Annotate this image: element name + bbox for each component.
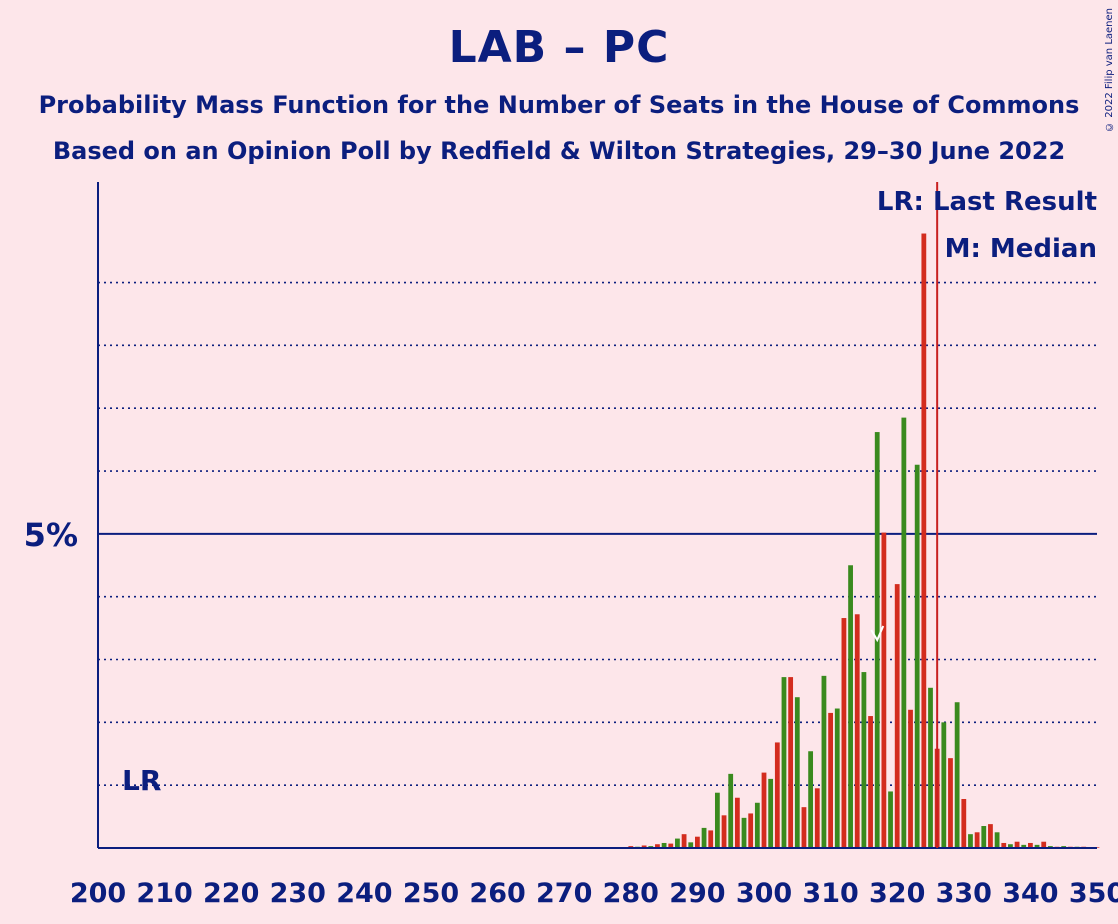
bar-299 <box>754 802 760 848</box>
bar-339 <box>1021 844 1027 848</box>
bar-325 <box>928 687 933 848</box>
bar-300 <box>761 772 767 848</box>
bar-312 <box>841 618 847 848</box>
bar-314 <box>854 614 860 848</box>
bar-303 <box>781 677 787 848</box>
x-tick-label-320: 320 <box>869 878 925 909</box>
legend-last-result: LR: Last Result <box>877 187 1097 217</box>
chart-title: LAB – PC <box>448 22 670 73</box>
bar-309 <box>821 675 827 848</box>
bar-340 <box>1028 842 1033 848</box>
x-tick-label-350: 350 <box>1069 878 1118 909</box>
x-tick-label-200: 200 <box>70 878 126 909</box>
bar-289 <box>688 842 694 848</box>
bar-296 <box>734 797 740 848</box>
x-tick-label-300: 300 <box>736 878 792 909</box>
bar-285 <box>661 842 667 848</box>
bar-341 <box>1034 844 1040 848</box>
bar-307 <box>808 751 814 848</box>
x-tick-label-270: 270 <box>536 878 592 909</box>
x-tick-label-220: 220 <box>203 878 259 909</box>
bar-318 <box>881 532 887 848</box>
bar-334 <box>988 824 993 848</box>
x-tick-label-290: 290 <box>669 878 725 909</box>
bar-336 <box>1001 842 1007 848</box>
bar-291 <box>701 827 707 848</box>
bar-284 <box>655 844 660 848</box>
bar-293 <box>714 792 720 848</box>
x-tick-label-240: 240 <box>336 878 392 909</box>
x-tick-label-230: 230 <box>270 878 326 909</box>
bar-292 <box>708 830 714 848</box>
x-tick-label-310: 310 <box>802 878 858 909</box>
chart-subtitle-1: Probability Mass Function for the Number… <box>38 91 1080 119</box>
bar-295 <box>728 773 734 848</box>
bar-286 <box>668 843 674 848</box>
x-tick-label-280: 280 <box>603 878 659 909</box>
bar-333 <box>981 826 987 848</box>
x-tick-label-260: 260 <box>469 878 525 909</box>
bar-320 <box>894 584 900 848</box>
bar-324 <box>921 233 927 848</box>
bar-327 <box>941 722 947 848</box>
bar-301 <box>768 778 774 848</box>
bar-328 <box>948 758 953 848</box>
bar-302 <box>774 742 780 848</box>
y-tick-label: 5% <box>24 516 78 554</box>
bar-310 <box>828 712 833 848</box>
bar-321 <box>901 417 907 848</box>
bar-305 <box>794 697 800 848</box>
bar-308 <box>814 788 820 848</box>
bar-298 <box>748 813 754 848</box>
bar-342 <box>1041 841 1047 848</box>
bar-338 <box>1014 841 1020 848</box>
bar-288 <box>681 834 687 848</box>
bar-290 <box>695 836 700 848</box>
bar-332 <box>974 832 980 848</box>
bar-331 <box>968 834 973 848</box>
bar-304 <box>788 677 794 848</box>
bar-297 <box>741 817 747 848</box>
bar-313 <box>848 565 853 848</box>
bar-323 <box>914 464 920 848</box>
bar-287 <box>675 838 680 848</box>
bar-329 <box>954 702 960 848</box>
bar-311 <box>834 708 840 848</box>
median-marker <box>870 625 885 643</box>
bar-282 <box>641 845 647 848</box>
bar-315 <box>861 672 867 848</box>
chart-subtitle-2: Based on an Opinion Poll by Redfield & W… <box>52 137 1066 165</box>
bar-294 <box>721 815 727 848</box>
x-tick-label-250: 250 <box>403 878 459 909</box>
bar-306 <box>801 807 807 848</box>
x-tick-label-330: 330 <box>936 878 992 909</box>
bar-319 <box>888 791 893 848</box>
bar-316 <box>868 716 873 848</box>
x-tick-label-210: 210 <box>136 878 192 909</box>
bar-330 <box>961 798 967 848</box>
legend-median: M: Median <box>945 234 1097 264</box>
x-tick-label-340: 340 <box>1002 878 1058 909</box>
bar-337 <box>1008 844 1013 848</box>
lr-marker-label: LR <box>122 764 161 797</box>
bar-322 <box>908 709 913 848</box>
bar-335 <box>994 832 1000 848</box>
